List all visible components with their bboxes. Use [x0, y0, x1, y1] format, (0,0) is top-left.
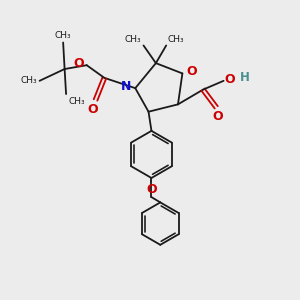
Text: O: O — [73, 57, 84, 70]
Text: CH₃: CH₃ — [21, 76, 37, 85]
Text: CH₃: CH₃ — [168, 35, 184, 44]
Text: O: O — [224, 74, 235, 86]
Text: CH₃: CH₃ — [124, 35, 141, 44]
Text: N: N — [122, 80, 132, 93]
Text: CH₃: CH₃ — [68, 97, 85, 106]
Text: CH₃: CH₃ — [55, 31, 71, 40]
Text: O: O — [212, 110, 223, 123]
Text: O: O — [88, 103, 98, 116]
Text: H: H — [240, 71, 250, 84]
Text: O: O — [186, 65, 196, 79]
Text: O: O — [146, 183, 157, 196]
